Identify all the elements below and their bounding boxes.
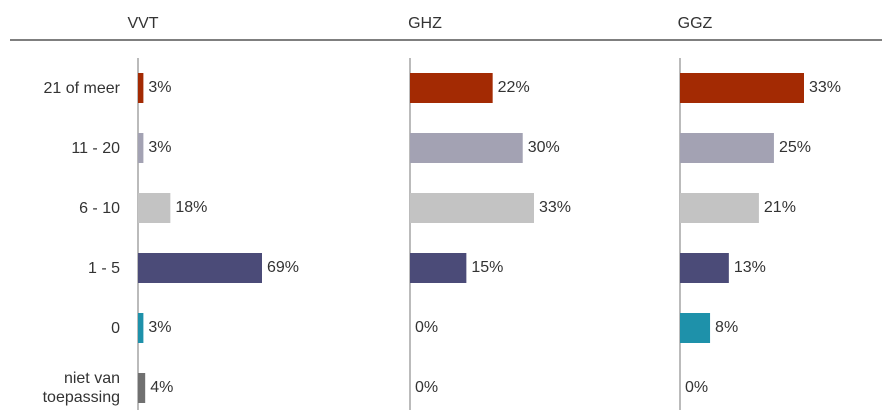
bar bbox=[138, 313, 144, 343]
category-label: 11 - 20 bbox=[71, 139, 120, 157]
panel-title: GHZ bbox=[408, 15, 442, 32]
value-label: 21% bbox=[764, 199, 796, 216]
bar bbox=[680, 193, 759, 223]
bar bbox=[410, 133, 523, 163]
bar bbox=[680, 133, 774, 163]
value-label: 0% bbox=[685, 379, 708, 396]
value-label: 3% bbox=[148, 319, 171, 336]
value-label: 69% bbox=[267, 259, 299, 276]
panel-title: GGZ bbox=[678, 15, 713, 32]
value-label: 33% bbox=[809, 79, 841, 96]
value-label: 0% bbox=[415, 379, 438, 396]
value-label: 30% bbox=[528, 139, 560, 156]
value-label: 4% bbox=[150, 379, 173, 396]
bar bbox=[138, 373, 146, 403]
bar bbox=[410, 253, 467, 283]
bar bbox=[680, 73, 804, 103]
category-label: 0 bbox=[111, 319, 120, 337]
bar bbox=[138, 193, 171, 223]
value-label: 18% bbox=[175, 199, 207, 216]
value-label: 25% bbox=[779, 139, 811, 156]
value-label: 3% bbox=[148, 139, 171, 156]
panel-title: VVT bbox=[127, 15, 158, 32]
category-label: 1 - 5 bbox=[87, 259, 120, 277]
bar bbox=[138, 133, 144, 163]
value-label: 0% bbox=[415, 319, 438, 336]
value-label: 13% bbox=[734, 259, 766, 276]
category-label: 6 - 10 bbox=[79, 199, 120, 217]
bar bbox=[138, 253, 262, 283]
bar bbox=[680, 313, 711, 343]
bar bbox=[410, 73, 493, 103]
value-label: 3% bbox=[148, 79, 171, 96]
value-label: 8% bbox=[715, 319, 738, 336]
value-label: 15% bbox=[471, 259, 503, 276]
value-label: 33% bbox=[539, 199, 571, 216]
bar bbox=[410, 193, 534, 223]
category-label: 21 of meer bbox=[43, 79, 120, 97]
category-label: niet van toepassing bbox=[42, 370, 120, 406]
bar bbox=[680, 253, 729, 283]
bar bbox=[138, 73, 144, 103]
value-label: 22% bbox=[498, 79, 530, 96]
